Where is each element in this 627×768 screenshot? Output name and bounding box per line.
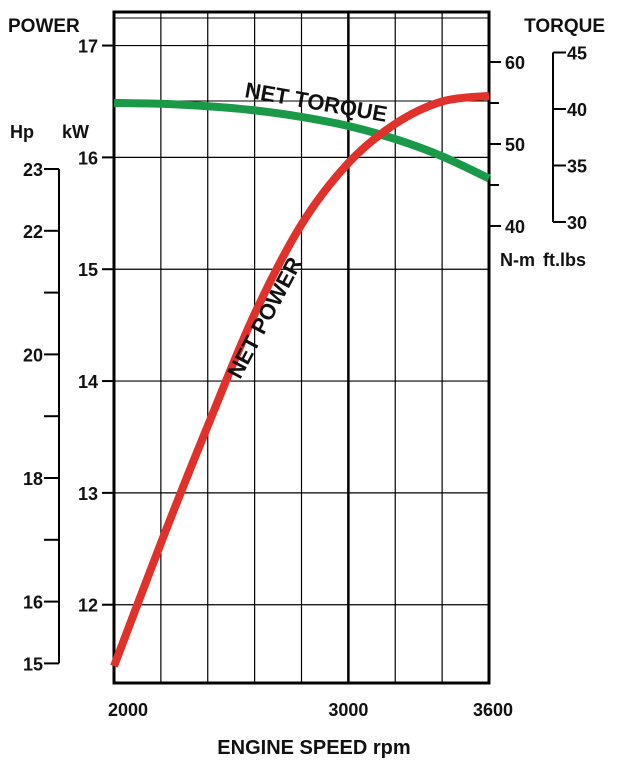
kw-tick-label: 15 (78, 260, 98, 280)
x-tick-label: 3000 (328, 700, 368, 720)
power-curve-label: NET POWER (222, 253, 307, 382)
nm-unit-label: N-m (500, 250, 535, 270)
hp-tick-label: 16 (23, 593, 43, 613)
net-torque-line (113, 99, 491, 183)
kw-tick-label: 17 (78, 37, 98, 57)
net-power-line (110, 91, 490, 668)
hp-tick-label: 20 (23, 345, 43, 365)
ftlb-tick-label: 40 (567, 100, 587, 120)
x-tick-label: 3600 (473, 700, 513, 720)
kw-tick-label: 16 (78, 148, 98, 168)
nm-tick-label: 60 (505, 53, 525, 73)
hp-tick-label: 23 (23, 160, 43, 180)
ftlb-tick-label: 45 (567, 44, 587, 64)
ftlb-unit-label: ft.lbs (543, 250, 586, 270)
hp-tick-label: 18 (23, 469, 43, 489)
hp-tick-label: 22 (23, 222, 43, 242)
kw-tick-label: 13 (78, 484, 98, 504)
ftlb-tick-label: 30 (567, 213, 587, 233)
kw-unit-label: kW (62, 122, 89, 142)
x-axis-title: ENGINE SPEED rpm (217, 737, 410, 759)
axes: 2000 3000 3600 17 16 15 14 13 12 23 22 20 18 16 15 60 50… (23, 37, 587, 720)
hp-unit-label: Hp (10, 122, 34, 142)
nm-tick-label: 40 (505, 217, 525, 237)
curves (110, 91, 491, 668)
ftlb-tick-label: 35 (567, 157, 587, 177)
hp-tick-label: 15 (23, 654, 43, 674)
kw-tick-label: 12 (78, 596, 98, 616)
plot-frame (112, 10, 491, 685)
power-axis-title: POWER (8, 16, 80, 37)
torque-axis-title: TORQUE (524, 16, 605, 37)
x-tick-label: 2000 (108, 700, 148, 720)
grid (112, 10, 491, 685)
nm-tick-label: 50 (505, 135, 525, 155)
kw-tick-label: 14 (78, 372, 98, 392)
